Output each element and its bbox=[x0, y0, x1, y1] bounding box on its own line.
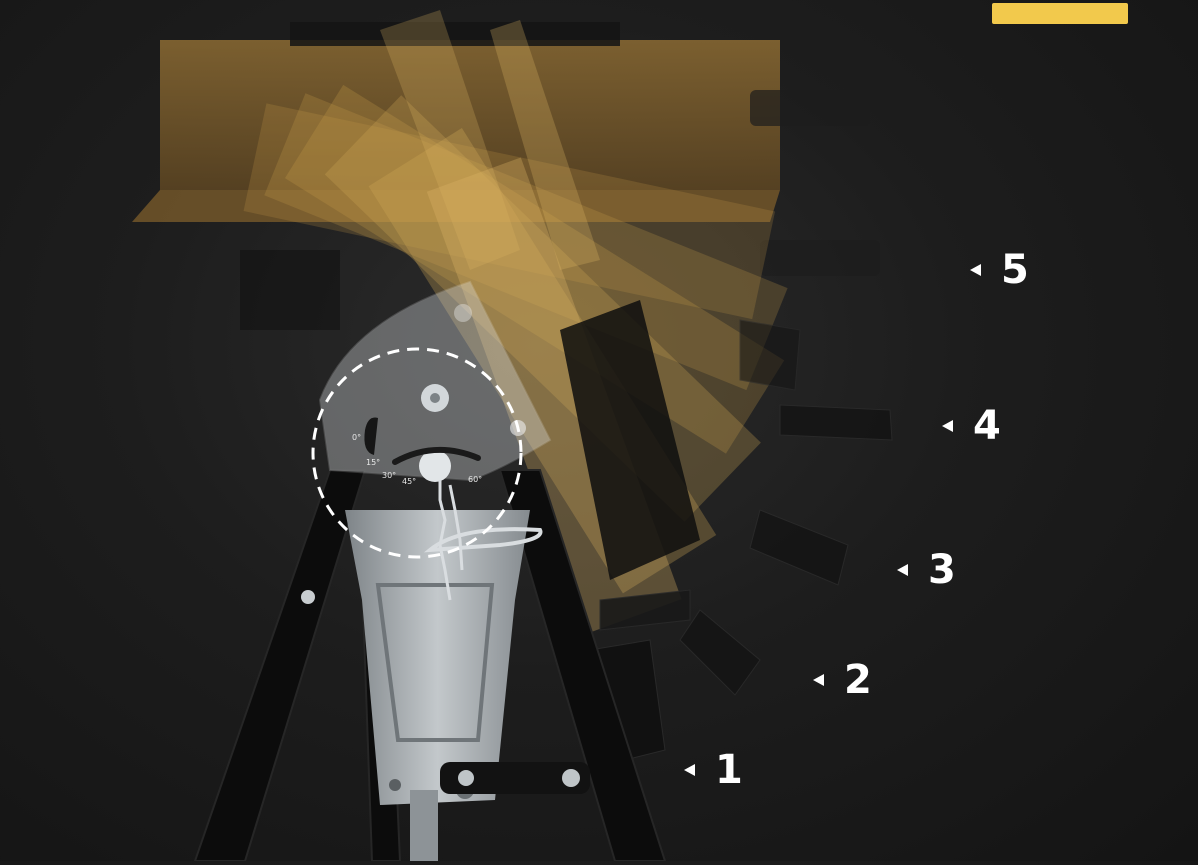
position-label-4: 4 bbox=[942, 406, 1001, 446]
dial-mark-45: 45° bbox=[402, 477, 416, 486]
dial-mark-30: 30° bbox=[382, 471, 396, 480]
position-number: 4 bbox=[973, 403, 1001, 449]
pointer-arrow-icon bbox=[897, 564, 908, 576]
pointer-arrow-icon bbox=[970, 264, 981, 276]
handle-ghosts bbox=[589, 319, 893, 761]
dial-highlight-circle bbox=[311, 347, 523, 559]
pointer-arrow-icon bbox=[942, 420, 953, 432]
position-number: 2 bbox=[844, 657, 872, 703]
pointer-arrow-icon bbox=[813, 674, 824, 686]
dial-mark-15: 15° bbox=[366, 458, 380, 467]
position-label-3: 3 bbox=[897, 550, 956, 590]
position-label-2: 2 bbox=[813, 660, 872, 700]
pointer-arrow-icon bbox=[684, 764, 695, 776]
flat-tabletop bbox=[132, 22, 880, 276]
dial-mark-0: 0° bbox=[352, 433, 361, 442]
tilt-plate bbox=[240, 250, 700, 580]
position-label-1: 1 bbox=[684, 750, 743, 790]
metal-bracket bbox=[345, 510, 590, 861]
angle-dial: 0° 15° 30° 45° 60° bbox=[318, 280, 552, 486]
position-number: 1 bbox=[715, 747, 743, 793]
position-number: 3 bbox=[928, 547, 956, 593]
accent-bar bbox=[992, 3, 1128, 24]
locking-pin-chain bbox=[423, 480, 543, 601]
dial-mark-60: 60° bbox=[468, 475, 482, 484]
position-label-5: 5 bbox=[970, 250, 1029, 290]
position-number: 5 bbox=[1001, 247, 1029, 293]
